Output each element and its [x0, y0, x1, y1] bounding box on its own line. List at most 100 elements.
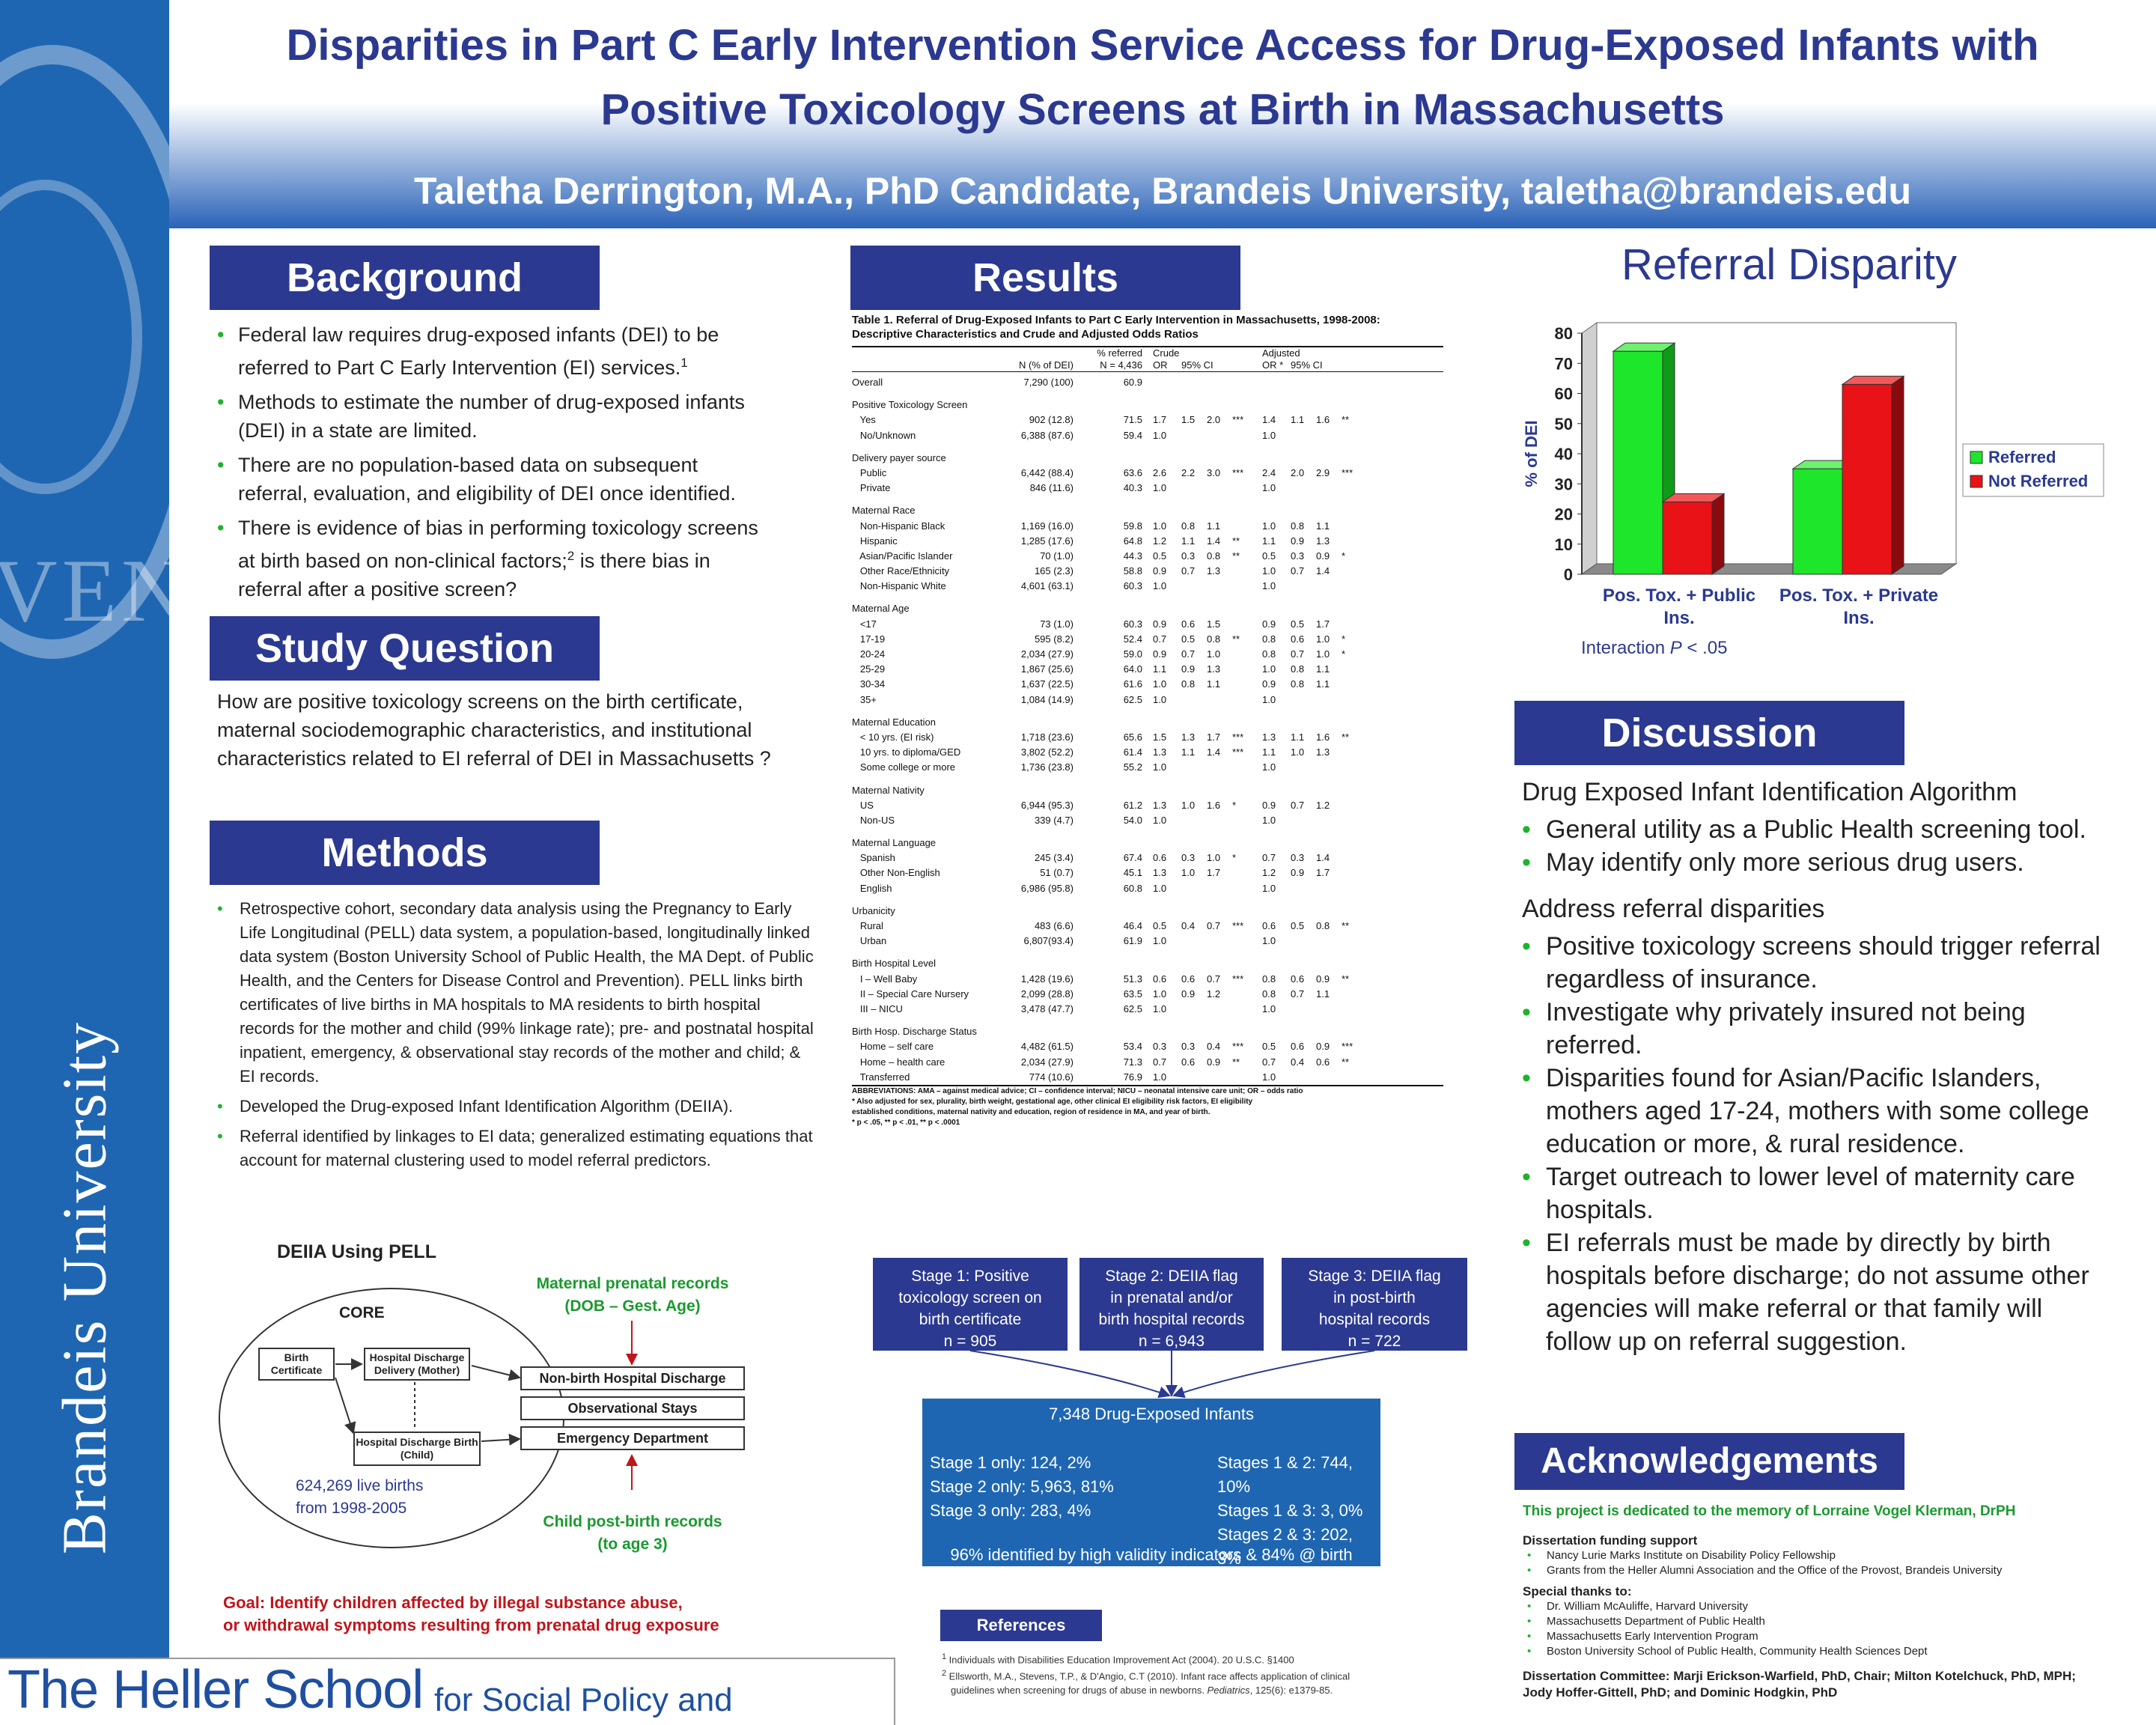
table-cell: [1153, 594, 1181, 601]
table-cell: [1316, 783, 1342, 798]
table-cell: 1.1: [1262, 535, 1276, 547]
table-cell: 1.0: [1181, 867, 1196, 879]
table-cell: N = 4,436: [1100, 359, 1142, 371]
table-cell: 846 (11.6): [1029, 482, 1074, 494]
table-row: 25-29 1,867 (25.6) 64.0 1.1 0.9 1.3 1.0 0.8 1.1: [852, 662, 1443, 677]
table-cell: [1342, 798, 1371, 813]
table-cell: 71.3: [1123, 1056, 1142, 1068]
nonbirth-discharge-box: Non-birth Hospital Discharge: [520, 1366, 745, 1390]
table-cell: [1291, 443, 1316, 451]
table-cell: 0.9: [1316, 1041, 1330, 1053]
table-cell: 1.2: [1207, 988, 1221, 1000]
table-cell: 1.0: [1153, 1071, 1167, 1083]
table-cell: [1153, 503, 1181, 518]
table-cell: 1.0: [1262, 882, 1276, 894]
table-cell: 0.3: [1181, 1041, 1196, 1053]
x-tick-label: Ins.: [1843, 608, 1874, 628]
table-row: Urbanicity: [852, 904, 1443, 919]
table-cell: [1181, 451, 1207, 466]
table-row: <17 73 (1.0) 60.3 0.9 0.6 1.5 0.9 0.5 1.7: [852, 617, 1443, 632]
table-cell: [1291, 904, 1316, 919]
table-cell: [1002, 949, 1084, 956]
table-cell: [1316, 956, 1342, 971]
table-cell: [1207, 481, 1232, 496]
table-row: Private 846 (11.6) 40.3 1.0 1.0: [852, 481, 1443, 496]
table-cell: 2.2: [1181, 466, 1196, 478]
acknowledgements-heading: Acknowledgements: [1514, 1433, 1904, 1490]
table-row: < 10 yrs. (EI risk) 1,718 (23.6) 65.6 1.5 1.…: [852, 730, 1443, 745]
table-header-row: % referred Crude Adjusted: [852, 347, 1443, 359]
table-cell: 1.7: [1316, 618, 1330, 630]
stage-3-box: Stage 3: DEIIA flag in post-birth hospital…: [1282, 1258, 1467, 1351]
table-cell: 0.8: [1262, 973, 1276, 985]
school-tagline: for Social Policy and Management: [434, 1682, 733, 1725]
table-cell: [1232, 865, 1262, 880]
table-cell: Maternal Language: [852, 837, 937, 849]
table-cell: [1181, 428, 1207, 443]
table-cell: [1291, 496, 1316, 503]
table-cell: Birth Hosp. Discharge Status: [852, 1026, 977, 1038]
table-cell: 0.7: [1153, 1056, 1167, 1068]
table-cell: [1316, 579, 1342, 594]
table-cell: 25-29: [852, 663, 886, 675]
table-cell: [1316, 904, 1342, 919]
table-cell: 1.4: [1316, 565, 1330, 577]
table-cell: 67.4: [1123, 852, 1142, 864]
table-cell: [1291, 1017, 1316, 1024]
table-cell: [1232, 390, 1262, 398]
table-cell: [1262, 443, 1291, 451]
table-cell: 1,637 (22.5): [1020, 678, 1074, 690]
table-cell: [1316, 375, 1342, 390]
table-cell: [1291, 375, 1316, 390]
table-cell: 60.8: [1123, 882, 1142, 894]
table-cell: [1207, 783, 1232, 798]
legend-box: [1962, 443, 2104, 497]
table-cell: 60.3: [1123, 618, 1142, 630]
table-cell: [1207, 398, 1232, 413]
bar: [1792, 468, 1843, 575]
stage-1-box: Stage 1: Positive toxicology screen on bir…: [873, 1258, 1068, 1351]
table-cell: [1262, 601, 1291, 616]
table-cell: [1342, 708, 1371, 715]
table-cell: 1.0: [1153, 482, 1167, 494]
table-cell: [1262, 503, 1291, 518]
table-cell: [1232, 519, 1262, 534]
table-cell: [1262, 776, 1291, 783]
table-cell: [1153, 783, 1181, 798]
table-cell: [1232, 813, 1262, 828]
table-cell: 20-24: [852, 648, 886, 660]
table-cell: ***: [1232, 920, 1244, 931]
observational-stays-box: Observational Stays: [520, 1396, 745, 1420]
table-cell: [1207, 693, 1232, 708]
table-row: Non-Hispanic White 4,601 (63.1) 60.3 1.0 1.0: [852, 579, 1443, 594]
table-cell: [1232, 828, 1262, 836]
table-cell: Overall: [852, 377, 883, 388]
table-row: I – Well Baby 1,428 (19.6) 51.3 0.6 0.6 0.7 **…: [852, 972, 1443, 987]
table-cell: 1.1: [1291, 731, 1305, 743]
table-cell: 0.9: [1181, 663, 1196, 675]
table-cell: 1.3: [1262, 731, 1276, 743]
table-cell: [1153, 496, 1181, 503]
table-cell: 0.7: [1181, 648, 1196, 660]
table-cell: Maternal Age: [852, 603, 910, 615]
table-cell: Urbanicity: [852, 904, 895, 916]
table-cell: <17: [852, 618, 877, 630]
table-cell: [1207, 594, 1232, 601]
table-cell: [1342, 481, 1371, 496]
table-cell: [1342, 347, 1371, 359]
references-list: 1 Individuals with Disabilities Educatio…: [942, 1652, 1350, 1696]
table-cell: 0.7: [1262, 852, 1276, 864]
table-cell: [1207, 390, 1232, 398]
table-cell: [1291, 776, 1316, 783]
table-cell: [1262, 896, 1291, 904]
table-cell: [1342, 949, 1371, 956]
table-cell: [1316, 347, 1342, 359]
table-cell: [1232, 783, 1262, 798]
table-row: [852, 828, 1443, 836]
table-cell: [1002, 390, 1084, 398]
table-header-row: N (% of DEI) N = 4,436 OR 95% CI OR * 95% CI: [852, 359, 1443, 371]
table-cell: Some college or more: [852, 761, 956, 773]
title-line-2: Positive Toxicology Screens at Birth in …: [600, 85, 1725, 134]
thanks-heading: Special thanks to:: [1523, 1584, 1632, 1598]
school-name: The Heller School: [7, 1660, 424, 1720]
